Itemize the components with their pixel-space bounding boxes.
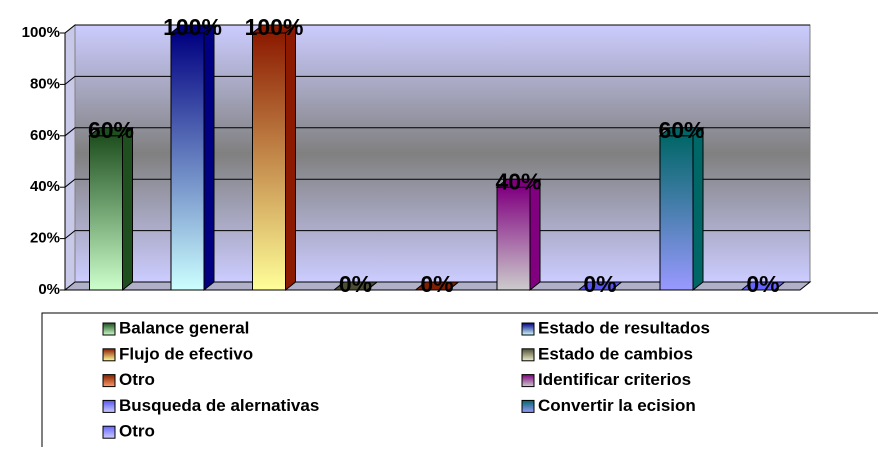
bar-side xyxy=(692,126,704,292)
bar-top xyxy=(332,281,379,291)
y-tick-label: 60% xyxy=(30,127,60,144)
legend-swatch xyxy=(102,348,116,362)
legend-label: Estado de resultados xyxy=(538,318,710,337)
legend-box xyxy=(41,312,878,452)
y-tick-label: 0% xyxy=(38,281,60,298)
bar-top xyxy=(495,178,542,188)
bar-top xyxy=(577,281,623,291)
bar-top xyxy=(88,127,134,137)
value-label: 0% xyxy=(746,271,779,297)
bar-side xyxy=(122,126,133,292)
value-label: 0% xyxy=(339,271,372,297)
y-tick-label: 40% xyxy=(30,178,60,195)
legend-label: Convertir la ecision xyxy=(538,396,696,415)
grid-line xyxy=(64,230,810,239)
legend-swatch xyxy=(102,425,116,439)
legend-swatch xyxy=(521,399,535,413)
bar xyxy=(414,281,460,291)
bar-top xyxy=(740,281,786,291)
legend-label: Balance general xyxy=(119,318,249,337)
bar-front xyxy=(89,135,123,291)
legend-swatch xyxy=(521,348,535,362)
bar xyxy=(740,281,786,291)
grid-line xyxy=(64,127,810,137)
legend-label: Flujo de efectivo xyxy=(119,344,253,363)
value-label: 40% xyxy=(495,168,541,194)
grid-line xyxy=(64,178,810,188)
bar xyxy=(251,23,297,292)
legend-label: Otro xyxy=(119,422,155,441)
legend-swatch xyxy=(102,374,116,388)
side-wall xyxy=(64,23,76,292)
bar xyxy=(577,281,623,291)
bar xyxy=(658,126,705,292)
legend-label: Estado de cambios xyxy=(538,344,693,363)
bar xyxy=(495,178,542,292)
bar-side xyxy=(529,178,541,292)
value-label: 0% xyxy=(420,271,453,297)
bar xyxy=(332,281,379,291)
legend-label: Otro xyxy=(119,370,155,389)
bar-top xyxy=(169,24,216,34)
bar-top xyxy=(251,24,297,34)
bar-front xyxy=(496,186,531,291)
bar xyxy=(88,126,134,292)
grid-line xyxy=(64,75,810,85)
bar-top xyxy=(414,281,460,291)
legend-swatch xyxy=(521,322,535,336)
bar-side xyxy=(285,23,296,292)
y-tick-label: 20% xyxy=(30,230,60,247)
value-label: 100% xyxy=(163,14,222,40)
legend-swatch xyxy=(102,399,116,413)
bar-top xyxy=(658,127,705,137)
bar-front xyxy=(252,32,286,291)
legend-label: Busqueda de alernativas xyxy=(119,396,319,415)
y-tick-label: 100% xyxy=(22,24,60,41)
legend-swatch xyxy=(102,322,116,336)
value-label: 60% xyxy=(88,117,134,143)
y-tick-label: 80% xyxy=(30,75,60,92)
grid-line xyxy=(64,24,810,34)
legend-label: Identificar criterios xyxy=(538,370,691,389)
bar-front xyxy=(170,32,205,291)
value-label: 100% xyxy=(245,14,304,40)
legend-swatch xyxy=(521,374,535,388)
bar xyxy=(169,23,216,292)
bar-side xyxy=(203,23,215,292)
bar-front xyxy=(659,135,694,291)
value-label: 60% xyxy=(658,117,704,143)
value-label: 0% xyxy=(583,271,616,297)
